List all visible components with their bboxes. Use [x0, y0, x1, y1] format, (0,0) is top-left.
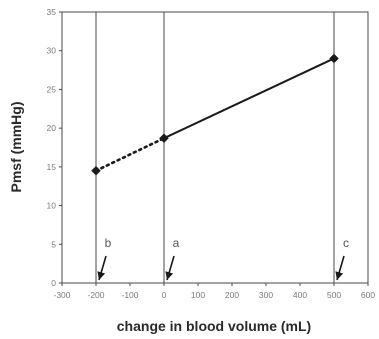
y-tick-label: 0 — [51, 278, 56, 288]
annotation-label-b: b — [105, 236, 112, 250]
axis-ticks: -300 -200 -100 0 100 200 300 400 500 600 0 5 10 15 20 2… — [47, 7, 376, 300]
annotation-label-a: a — [173, 236, 180, 250]
y-tick-label: 35 — [47, 7, 57, 17]
y-axis-title: Pmsf (mmHg) — [8, 101, 24, 192]
y-tick-label: 20 — [47, 123, 57, 133]
annotation-label-c: c — [343, 236, 349, 250]
points-layer — [91, 53, 339, 176]
y-tick-label: 5 — [51, 239, 56, 249]
data-point-marker — [329, 53, 339, 64]
x-tick-label: -100 — [121, 290, 138, 300]
x-tick-label: 200 — [225, 290, 239, 300]
x-tick-label: 100 — [191, 290, 205, 300]
series-line-solid — [163, 57, 335, 140]
x-tick-label: 500 — [327, 290, 341, 300]
x-axis-title: change in blood volume (mL) — [117, 318, 311, 334]
reference-lines — [95, 12, 335, 283]
plot-area-frame — [61, 11, 369, 284]
series-layer — [94, 57, 335, 173]
annotation-arrow-head — [165, 271, 174, 280]
x-tick-label: 600 — [361, 290, 375, 300]
y-tick-label: 10 — [47, 201, 57, 211]
y-tick-label: 30 — [47, 46, 57, 56]
x-tick-label: 0 — [162, 290, 167, 300]
data-point-marker — [91, 165, 101, 176]
x-tick-label: -200 — [87, 290, 104, 300]
data-point-marker — [159, 133, 169, 144]
x-tick-label: 300 — [259, 290, 273, 300]
y-tick-label: 15 — [47, 162, 57, 172]
annotation-arrow-head — [97, 271, 106, 280]
x-tick-label: 400 — [293, 290, 307, 300]
y-tick-label: 25 — [47, 84, 57, 94]
annotation-arrow-head — [335, 271, 344, 280]
x-tick-label: -300 — [53, 290, 70, 300]
series-line-dotted — [94, 136, 166, 173]
